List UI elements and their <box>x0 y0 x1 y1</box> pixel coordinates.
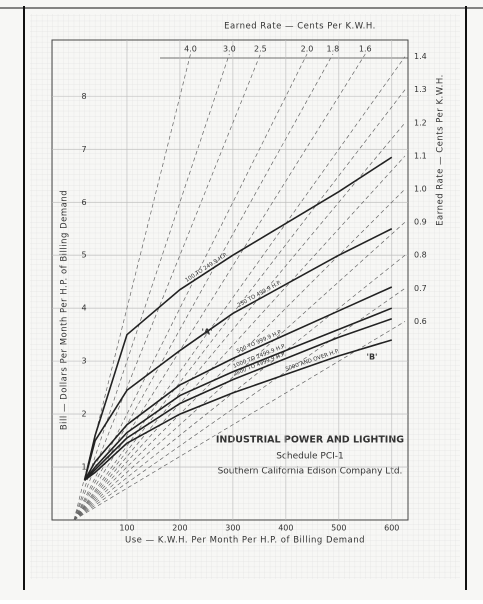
rate-line <box>73 155 406 521</box>
rate-label: 1.0 <box>414 185 427 194</box>
x-tick-label: 600 <box>384 524 399 533</box>
y-tick-label: 3 <box>81 357 86 366</box>
y-tick-label: 7 <box>81 145 86 154</box>
rate-axis-label: Earned Rate — Cents Per K.W.H. <box>436 74 446 226</box>
annotation: 'A' <box>201 328 212 337</box>
rate-label: 1.6 <box>359 45 372 54</box>
y-tick-label: 2 <box>81 410 86 419</box>
rate-label: 1.3 <box>414 85 427 94</box>
rate-label: 2.0 <box>301 45 314 54</box>
y-axis-label: Bill — Dollars Per Month Per H.P. of Bil… <box>60 190 70 430</box>
x-tick-label: 200 <box>172 524 187 533</box>
rate-line <box>73 221 406 521</box>
rate-label: 3.0 <box>223 45 236 54</box>
y-tick-label: 1 <box>81 463 86 472</box>
rate-label: 4.0 <box>184 45 197 54</box>
rate-label: 0.9 <box>414 218 427 227</box>
bill-curve <box>83 286 393 481</box>
x-tick-label: 300 <box>225 524 240 533</box>
chart-subtitle: Schedule PCI-1 <box>276 452 344 462</box>
rate-label: 1.1 <box>414 151 427 160</box>
rate-label: 1.2 <box>414 118 427 127</box>
plot-frame <box>51 39 409 521</box>
x-tick-label: 100 <box>119 524 134 533</box>
bill-curve <box>84 318 393 481</box>
rate-line <box>73 188 406 521</box>
bill-curve <box>84 339 392 481</box>
rate-line <box>73 288 406 521</box>
y-tick-label: 6 <box>81 198 86 207</box>
x-tick-label: 400 <box>278 524 293 533</box>
rate-axis-title: Earned Rate — Cents Per K.W.H. <box>224 22 376 32</box>
bill-curve <box>83 228 393 481</box>
y-tick-label: 8 <box>81 92 86 101</box>
rate-line <box>73 122 406 521</box>
chart-title: INDUSTRIAL POWER AND LIGHTING <box>216 435 404 446</box>
rate-line <box>73 53 334 521</box>
rate-line <box>73 254 406 521</box>
x-axis-label: Use — K.W.H. Per Month Per H.P. of Billi… <box>125 536 365 546</box>
bill-curve <box>83 156 393 481</box>
rate-label: 1.4 <box>414 52 427 61</box>
rate-label: 0.7 <box>414 284 427 293</box>
rate-label: 0.6 <box>414 317 427 326</box>
y-tick-label: 5 <box>81 251 86 260</box>
rate-line <box>73 53 230 521</box>
rate-label: 1.8 <box>327 45 340 54</box>
graph-paper <box>30 14 460 579</box>
x-tick-label: 500 <box>331 524 346 533</box>
company: Southern California Edison Company Ltd. <box>218 467 403 477</box>
rate-label: 2.5 <box>254 45 267 54</box>
rate-label: 0.8 <box>414 251 427 260</box>
bill-curve <box>83 307 393 481</box>
y-tick-label: 4 <box>81 304 86 313</box>
rate-line <box>73 321 406 521</box>
annotation: 'B' <box>367 353 378 362</box>
